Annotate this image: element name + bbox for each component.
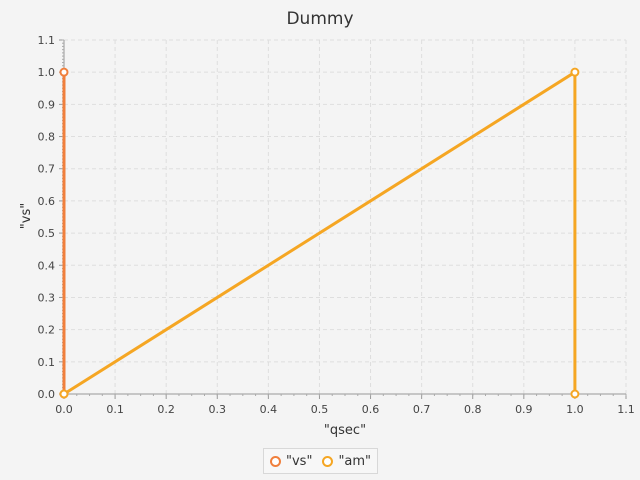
y-tick-label: 0.7 — [38, 163, 56, 176]
y-tick-label: 0.6 — [38, 195, 56, 208]
x-tick-label: 0.1 — [106, 403, 124, 416]
legend: "vs" "am" — [263, 448, 379, 474]
data-point-am — [59, 389, 69, 399]
data-point-am — [570, 389, 580, 399]
y-tick-label: 0.8 — [38, 131, 56, 144]
legend-marker-vs — [270, 455, 281, 467]
data-point-am — [570, 67, 580, 77]
x-tick-label: 0.3 — [209, 403, 227, 416]
x-axis-label: "qsec" — [324, 423, 366, 438]
y-tick-label: 1.0 — [38, 66, 56, 79]
legend-item-am: "am" — [322, 454, 371, 469]
x-axis-ticks: 0.0 0.1 0.2 0.3 0.4 0.5 0.6 0.7 0.8 0.9 1.0 1.1 — [55, 394, 635, 416]
y-tick-label: 1.1 — [38, 34, 56, 47]
x-tick-label: 0.5 — [311, 403, 329, 416]
x-tick-label: 0.2 — [157, 403, 175, 416]
data-point-vs — [59, 67, 69, 77]
y-axis-ticks: 0.0 0.1 0.2 0.3 0.4 0.5 0.6 0.7 0.8 0.9 1.0 1.1 — [38, 34, 64, 401]
x-tick-label: 1.1 — [617, 403, 635, 416]
x-tick-label: 0.7 — [413, 403, 431, 416]
y-tick-label: 0.4 — [38, 259, 56, 272]
x-tick-label: 1.0 — [566, 403, 584, 416]
x-tick-label: 0.4 — [260, 403, 278, 416]
x-tick-label: 0.0 — [55, 403, 73, 416]
series-layer — [59, 67, 580, 399]
y-tick-label: 0.1 — [38, 356, 56, 369]
y-tick-label: 0.0 — [38, 388, 56, 401]
legend-label-vs: "vs" — [286, 453, 313, 469]
x-tick-label: 0.9 — [515, 403, 533, 416]
legend-label-am: "am" — [338, 453, 372, 469]
legend-marker-am — [322, 455, 334, 467]
y-tick-label: 0.3 — [38, 291, 56, 304]
y-tick-label: 0.5 — [38, 227, 56, 240]
x-tick-label: 0.8 — [464, 403, 482, 416]
y-axis-label: "vs" — [19, 203, 34, 229]
chart-title: Dummy — [286, 9, 353, 29]
y-tick-label: 0.2 — [38, 324, 56, 337]
y-tick-label: 0.9 — [38, 98, 56, 111]
x-tick-label: 0.6 — [362, 403, 380, 416]
legend-item-vs: "vs" — [270, 454, 312, 469]
